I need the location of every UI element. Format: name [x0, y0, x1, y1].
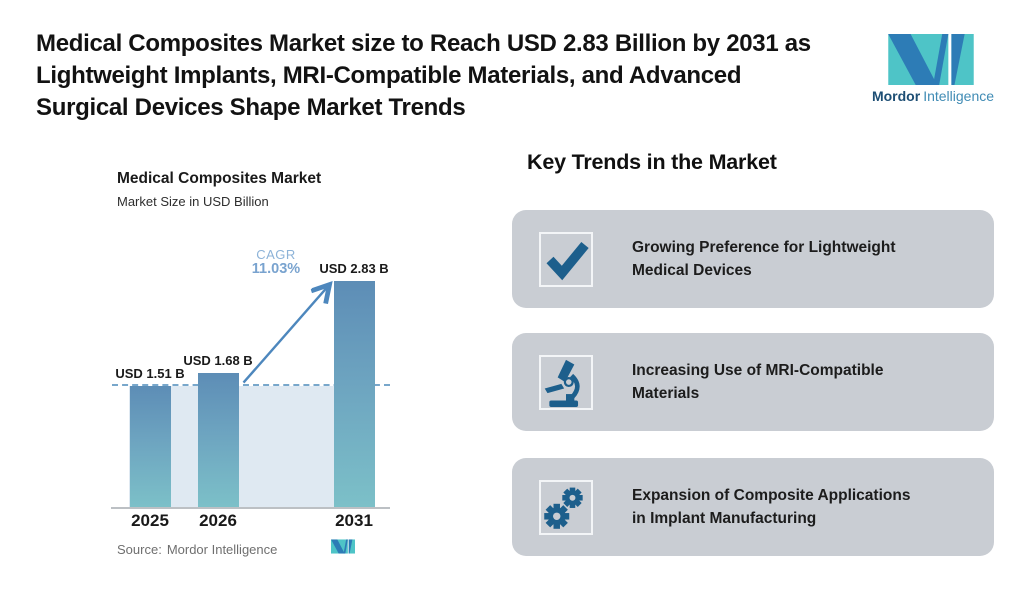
chart-source: Source: Mordor Intelligence: [117, 542, 277, 557]
trend-icon-box: [539, 480, 593, 535]
check-icon: [546, 241, 589, 281]
key-trends-heading: Key Trends in the Market: [527, 150, 777, 174]
microscope-icon: [544, 359, 580, 408]
x-tick-label: 2026: [199, 511, 237, 530]
bar-value-label: USD 1.68 B: [183, 352, 253, 368]
mordor-logo-small-icon: [331, 539, 355, 554]
cagr-annotation: CAGR 11.03%: [236, 247, 316, 277]
page-title: Medical Composites Market size to Reach …: [36, 28, 886, 124]
brand-name: Mordor Intelligence: [868, 88, 998, 104]
chart-reference-dashed-line: [112, 384, 390, 387]
brand-name-light: Intelligence: [923, 88, 995, 104]
bar-value-label: USD 1.51 B: [115, 366, 185, 382]
brand-name-bold: Mordor: [871, 88, 921, 104]
gears-icon: [544, 487, 583, 529]
trend-icon-box: [539, 355, 593, 410]
cagr-label: CAGR: [256, 247, 296, 262]
trend-card-text: Increasing Use of MRI-Compatible Materia…: [632, 362, 884, 402]
x-axis-line: [111, 507, 390, 509]
trend-card-text: Growing Preference for Lightweight Medic…: [632, 239, 896, 279]
trend-card-lightweight-devices: Growing Preference for Lightweight Medic…: [512, 210, 994, 308]
bar-value-label: USD 2.83 B: [319, 260, 389, 276]
mordor-logo-icon: [888, 34, 974, 85]
page-title-line: Lightweight Implants, MRI-Compatible Mat…: [36, 62, 742, 89]
bar-2031: [333, 280, 375, 507]
chart-title: Medical Composites Market: [117, 170, 322, 187]
bar-2026: [197, 372, 239, 507]
x-tick-label: 2031: [335, 511, 373, 530]
trend-card-mri-materials: Increasing Use of MRI-Compatible Materia…: [512, 333, 994, 431]
page-title-line: Medical Composites Market size to Reach …: [36, 30, 811, 57]
page-title-line: Surgical Devices Shape Market Trends: [36, 94, 466, 121]
growth-arrow-icon: [242, 240, 392, 384]
source-name: Mordor Intelligence: [166, 542, 278, 557]
source-label: Source:: [117, 542, 162, 557]
x-tick-label: 2025: [131, 511, 169, 530]
brand-logo: Mordor Intelligence: [872, 34, 1018, 104]
cagr-value: 11.03%: [251, 261, 301, 277]
trend-card-composite-applications: Expansion of Composite Applications in I…: [512, 458, 994, 556]
chart-subtitle: Market Size in USD Billion: [117, 194, 269, 209]
bar-2025: [129, 386, 171, 507]
trend-card-text: Expansion of Composite Applications in I…: [632, 487, 911, 527]
trend-icon-box: [539, 232, 593, 287]
